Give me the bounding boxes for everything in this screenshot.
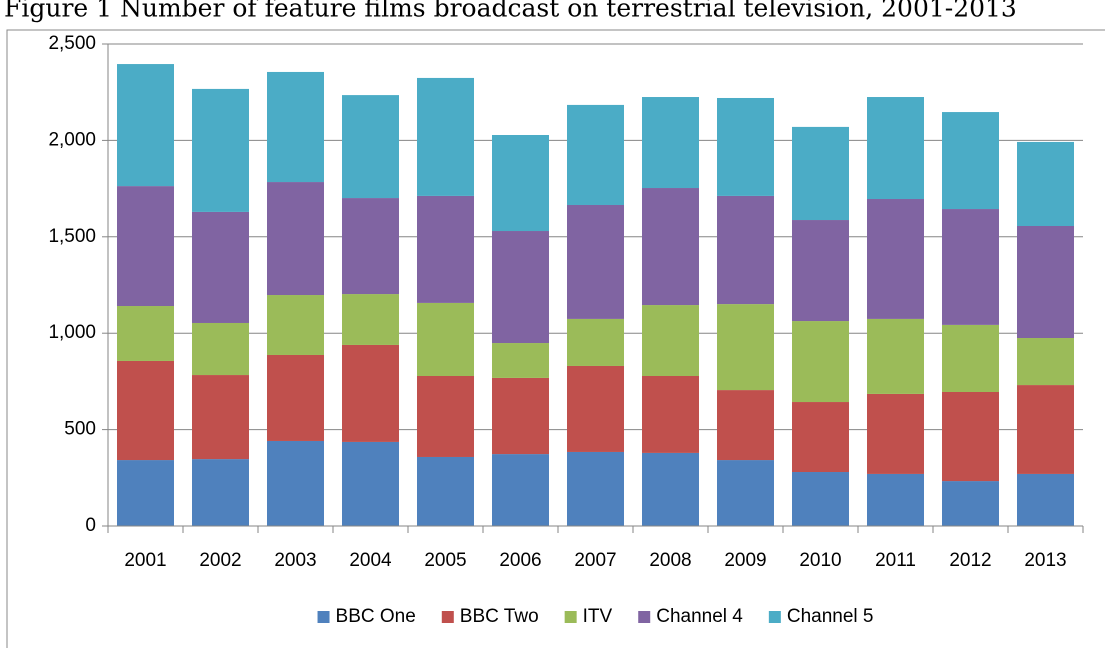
x-tick-label: 2003 [274, 550, 316, 571]
y-tick-label: 1,500 [48, 226, 96, 247]
bar-segment [567, 365, 624, 452]
bar-segment [642, 376, 699, 453]
bar-segment [267, 182, 324, 296]
bar-segment [717, 304, 774, 391]
legend-swatch [768, 611, 781, 623]
x-tick-label: 2006 [499, 550, 541, 571]
bar-segment [867, 473, 924, 526]
legend-swatch [638, 611, 651, 623]
bar-segment [717, 97, 774, 196]
bar-segment [417, 456, 474, 526]
legend-label: BBC One [336, 606, 416, 627]
bar-segment [567, 104, 624, 205]
bar-segment [267, 295, 324, 355]
x-tick-label: 2012 [949, 550, 991, 571]
legend-label: Channel 5 [787, 606, 874, 627]
x-tick-label: 2007 [574, 550, 616, 571]
bar-segment [717, 195, 774, 305]
bar-segment [792, 402, 849, 473]
bar-segment [192, 88, 249, 212]
bar-segment [792, 220, 849, 322]
bar-segment [942, 392, 999, 482]
bar-segment [192, 375, 249, 460]
bar-segment [492, 135, 549, 232]
bar-segment [642, 97, 699, 189]
bar-segment [342, 198, 399, 295]
bar-segment [717, 390, 774, 461]
bar-segment [792, 321, 849, 403]
legend-label: BBC Two [460, 606, 539, 627]
bar-segment [492, 454, 549, 526]
x-tick-label: 2011 [875, 550, 916, 571]
legend-swatch [441, 611, 454, 623]
bar-segment [117, 360, 174, 461]
bar-segment [567, 451, 624, 526]
legend-label: Channel 4 [656, 606, 743, 627]
bar-segment [642, 452, 699, 526]
bar-segment [117, 306, 174, 361]
bar-segment [942, 112, 999, 210]
y-tick-label: 0 [85, 515, 96, 536]
bar-segment [267, 354, 324, 441]
bar-segment [942, 481, 999, 526]
bar-segment [867, 318, 924, 394]
legend-swatch [317, 611, 330, 623]
x-tick-label: 2013 [1024, 550, 1066, 571]
legend-label: ITV [583, 606, 613, 627]
bar-segment [942, 209, 999, 325]
bar-segment [1017, 226, 1074, 339]
y-tick-label: 1,000 [48, 322, 96, 343]
bar-segment [1017, 141, 1074, 227]
bar-segment [792, 126, 849, 221]
bar-segment [417, 302, 474, 377]
bar-segment [267, 440, 324, 526]
chart-title: Figure 1 Number of feature films broadca… [4, 0, 1017, 23]
bar-segment [192, 459, 249, 526]
bar-segment [1017, 338, 1074, 386]
x-tick-label: 2002 [199, 550, 241, 571]
bar-segment [867, 393, 924, 474]
bar-segment [417, 376, 474, 457]
x-tick-label: 2005 [424, 550, 466, 571]
chart-frame [6, 29, 1105, 648]
bar-segment [1017, 473, 1074, 526]
bar-segment [117, 186, 174, 307]
y-tick-label: 2,500 [48, 33, 96, 54]
bar-segment [642, 305, 699, 377]
bar-segment [792, 472, 849, 526]
x-tick-label: 2004 [349, 550, 392, 571]
bar-segment [417, 195, 474, 303]
bar-segment [567, 204, 624, 319]
bar-segment [342, 344, 399, 442]
bar-segment [417, 77, 474, 196]
bar-segment [192, 322, 249, 376]
bar-segment [567, 318, 624, 366]
bar-segment [342, 441, 399, 526]
bar-segment [717, 460, 774, 526]
y-tick-label: 500 [64, 419, 96, 440]
x-tick-label: 2008 [649, 550, 691, 571]
bar-segment [867, 97, 924, 200]
y-tick-label: 2,000 [48, 129, 96, 150]
bar-segment [117, 460, 174, 526]
bar-segment [267, 71, 324, 183]
bar-segment [492, 377, 549, 455]
x-tick-label: 2010 [799, 550, 841, 571]
bar-segment [867, 199, 924, 319]
bar-segment [492, 343, 549, 378]
bar-segment [192, 211, 249, 323]
bar-segment [1017, 385, 1074, 474]
title-backdrop [0, 0, 1105, 29]
bar-segment [342, 95, 399, 199]
legend-swatch [564, 611, 577, 623]
bar-segment [492, 231, 549, 344]
bar-segment [642, 188, 699, 306]
bar-segment [117, 64, 174, 187]
x-tick-label: 2001 [124, 550, 166, 571]
x-tick-label: 2009 [724, 550, 766, 571]
bar-segment [342, 294, 399, 345]
bar-segment [942, 324, 999, 393]
